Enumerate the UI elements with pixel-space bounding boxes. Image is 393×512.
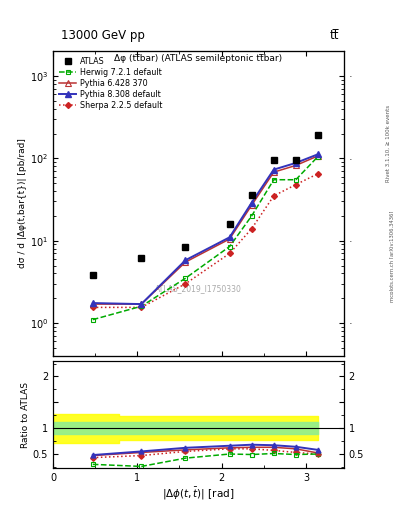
Text: ATLAS_2019_I1750330: ATLAS_2019_I1750330 <box>155 284 242 293</box>
Line: Pythia 6.428 370: Pythia 6.428 370 <box>90 153 321 307</box>
Y-axis label: dσ / d |Δφ(t,bar{t})| [pb/rad]: dσ / d |Δφ(t,bar{t})| [pb/rad] <box>18 139 27 268</box>
Legend: ATLAS, Herwig 7.2.1 default, Pythia 6.428 370, Pythia 8.308 default, Sherpa 2.2.: ATLAS, Herwig 7.2.1 default, Pythia 6.42… <box>55 54 165 113</box>
Pythia 6.428 370 <box>294 162 298 168</box>
Sherpa 2.2.5 default <box>227 250 232 257</box>
Pythia 6.428 370 <box>316 153 320 159</box>
Sherpa 2.2.5 default <box>90 304 95 310</box>
Herwig 7.2.1 default <box>294 177 298 183</box>
Herwig 7.2.1 default <box>272 177 276 183</box>
Herwig 7.2.1 default <box>249 213 254 219</box>
Line: Pythia 8.308 default: Pythia 8.308 default <box>90 152 321 307</box>
ATLAS <box>272 157 276 163</box>
Pythia 6.428 370 <box>227 236 232 242</box>
Sherpa 2.2.5 default <box>139 304 144 310</box>
Sherpa 2.2.5 default <box>316 170 320 177</box>
Pythia 8.308 default <box>227 234 232 240</box>
Pythia 8.308 default <box>139 301 144 307</box>
ATLAS <box>294 157 298 163</box>
Pythia 8.308 default <box>316 151 320 157</box>
ATLAS <box>183 243 188 249</box>
Pythia 6.428 370 <box>249 202 254 208</box>
Text: Rivet 3.1.10, ≥ 100k events: Rivet 3.1.10, ≥ 100k events <box>386 105 391 182</box>
Sherpa 2.2.5 default <box>294 182 298 188</box>
Text: 13000 GeV pp: 13000 GeV pp <box>61 29 145 42</box>
Text: tt̅: tt̅ <box>330 29 339 42</box>
ATLAS <box>90 272 95 279</box>
Pythia 6.428 370 <box>139 301 144 307</box>
Pythia 6.428 370 <box>90 301 95 307</box>
Sherpa 2.2.5 default <box>249 226 254 232</box>
Line: ATLAS: ATLAS <box>90 132 321 279</box>
Herwig 7.2.1 default <box>183 275 188 281</box>
Herwig 7.2.1 default <box>90 316 95 323</box>
X-axis label: $|\Delta\phi(t,\bar{t})|$ [rad]: $|\Delta\phi(t,\bar{t})|$ [rad] <box>162 486 235 502</box>
Line: Sherpa 2.2.5 default: Sherpa 2.2.5 default <box>91 172 320 309</box>
Pythia 8.308 default <box>249 200 254 206</box>
ATLAS <box>316 132 320 138</box>
Text: Δφ (tt̅bar) (ATLAS semileptonic tt̅bar): Δφ (tt̅bar) (ATLAS semileptonic tt̅bar) <box>114 54 283 63</box>
Pythia 8.308 default <box>272 166 276 173</box>
Y-axis label: Ratio to ATLAS: Ratio to ATLAS <box>21 382 30 447</box>
Herwig 7.2.1 default <box>227 243 232 249</box>
ATLAS <box>139 255 144 261</box>
Pythia 8.308 default <box>183 257 188 263</box>
ATLAS <box>227 221 232 227</box>
Pythia 8.308 default <box>90 300 95 306</box>
Sherpa 2.2.5 default <box>272 193 276 199</box>
Line: Herwig 7.2.1 default: Herwig 7.2.1 default <box>90 154 320 322</box>
Text: mcplots.cern.ch [arXiv:1306.3436]: mcplots.cern.ch [arXiv:1306.3436] <box>390 210 393 302</box>
Herwig 7.2.1 default <box>316 154 320 160</box>
Sherpa 2.2.5 default <box>183 281 188 287</box>
Pythia 8.308 default <box>294 160 298 166</box>
ATLAS <box>249 192 254 198</box>
Pythia 6.428 370 <box>272 169 276 175</box>
Herwig 7.2.1 default <box>139 303 144 309</box>
Pythia 6.428 370 <box>183 259 188 265</box>
